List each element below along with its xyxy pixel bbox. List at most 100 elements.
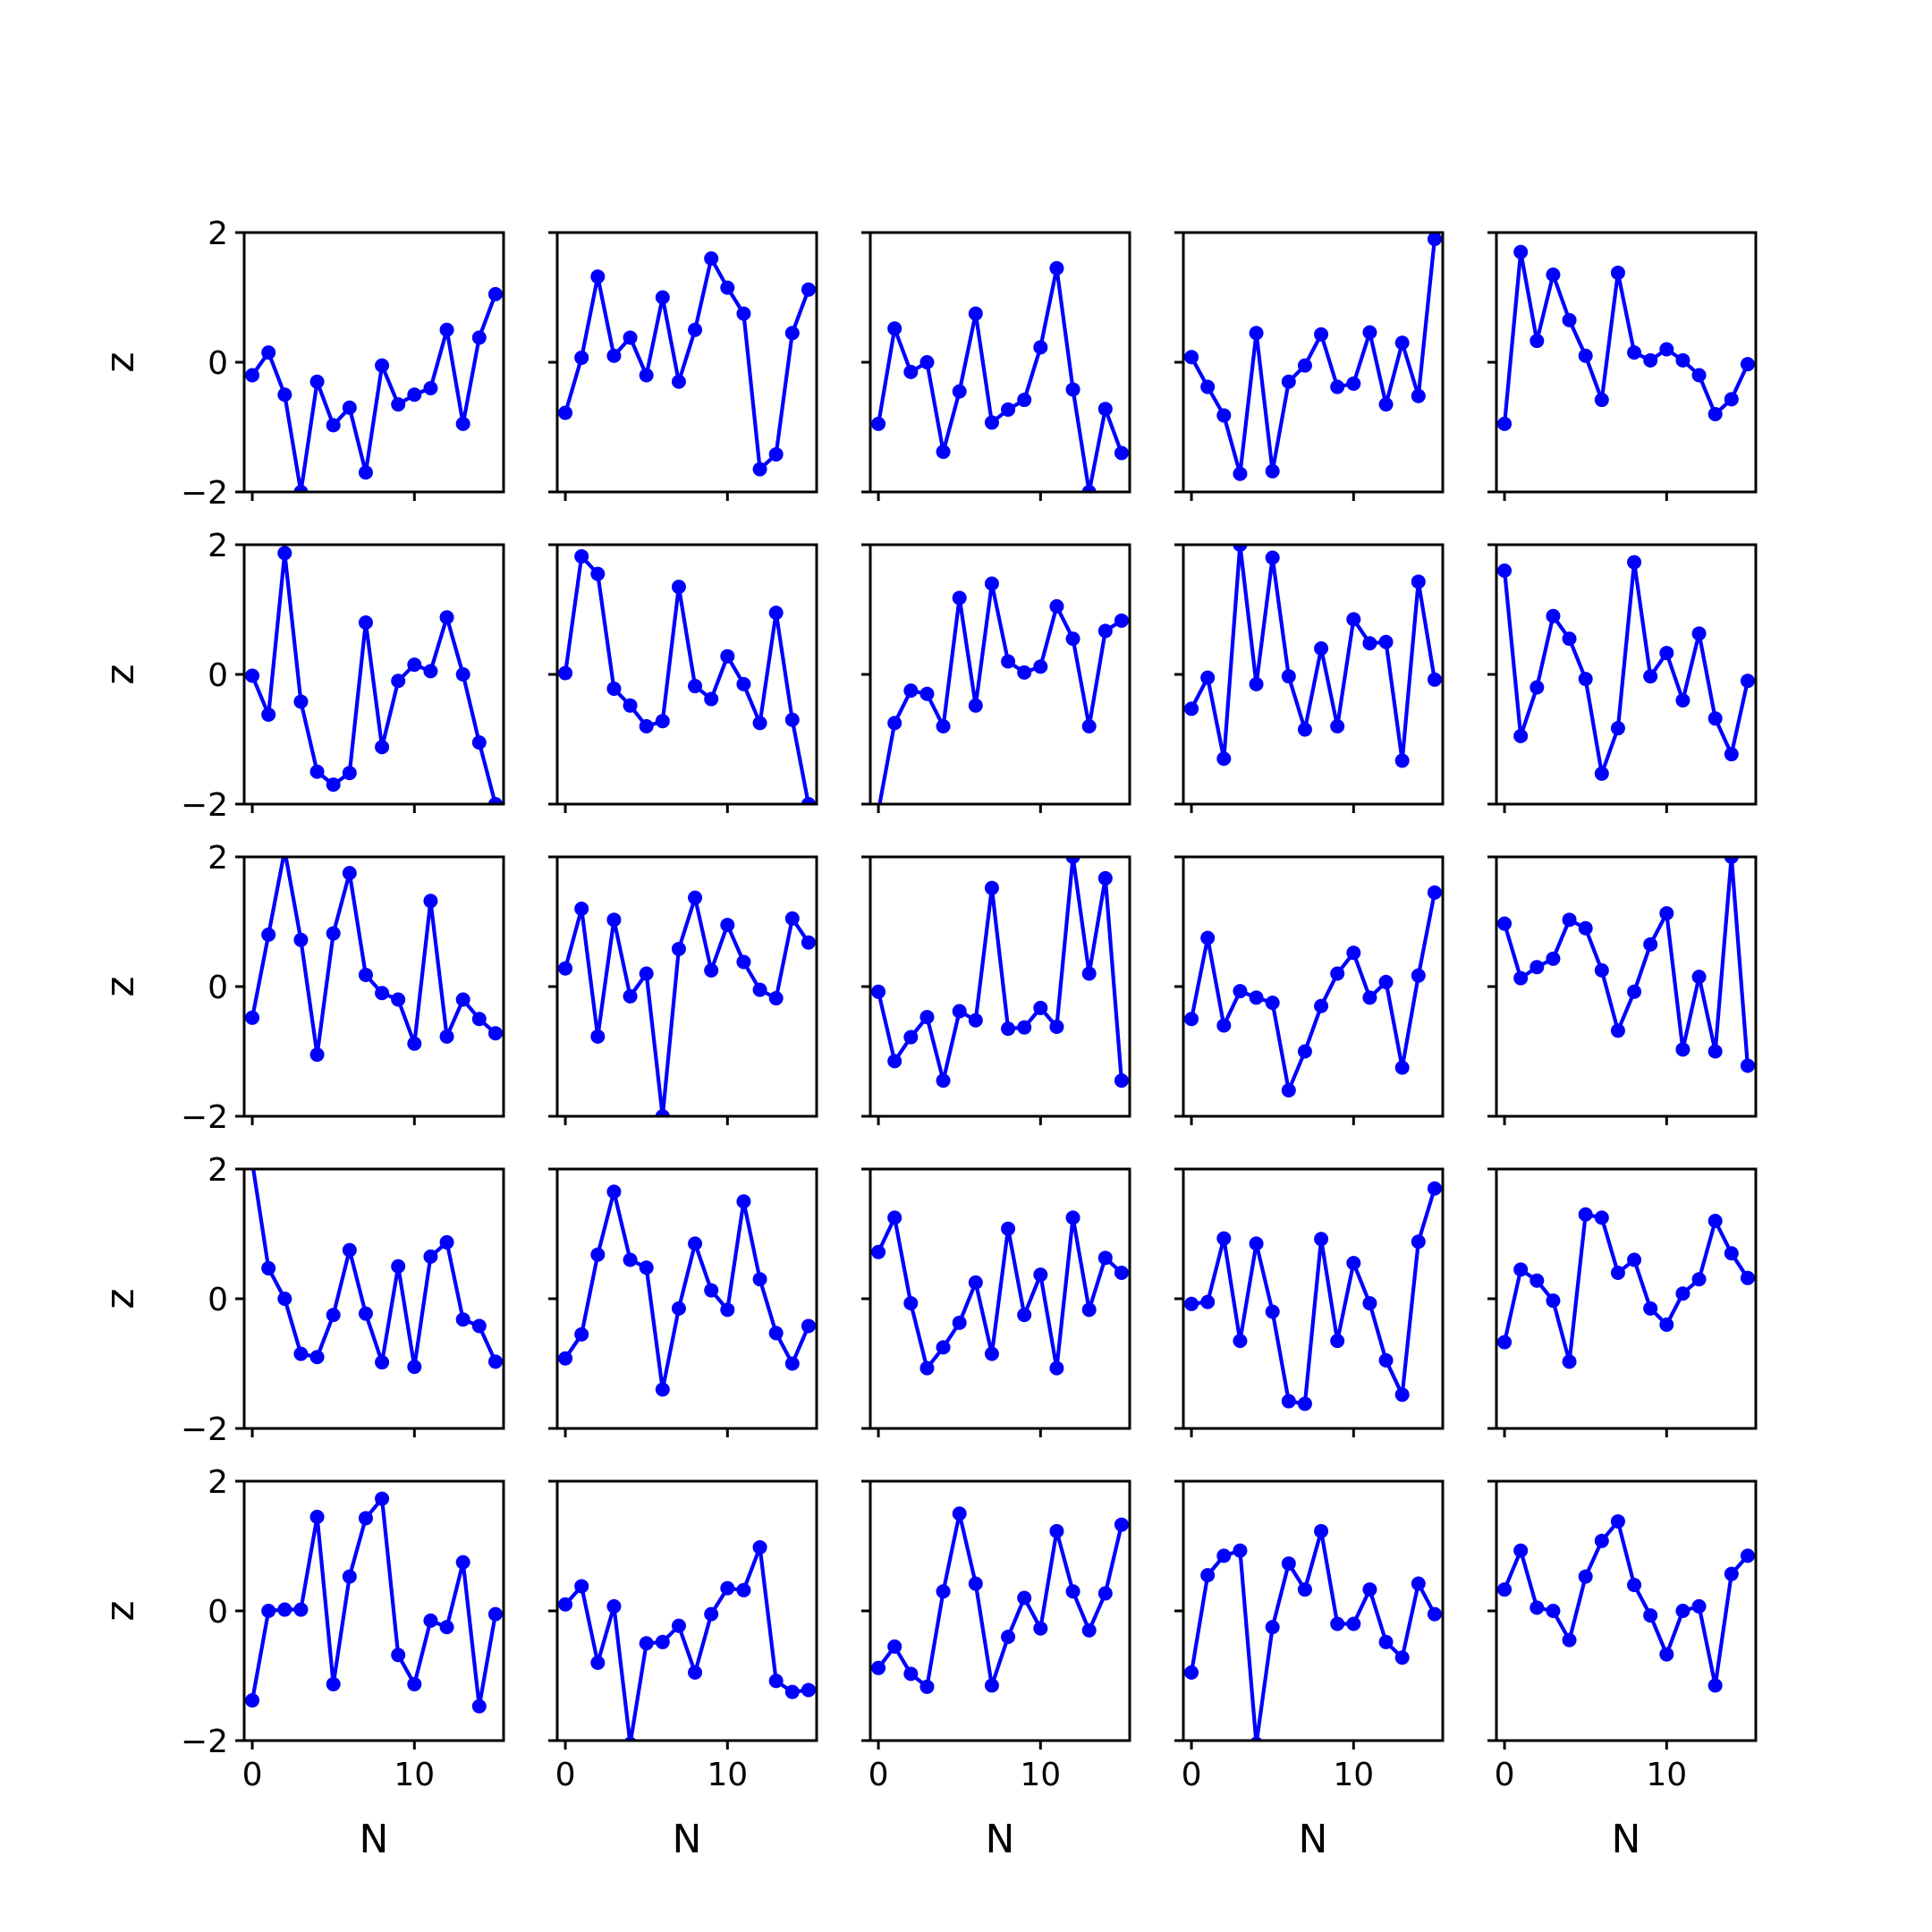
data-point bbox=[1659, 1647, 1674, 1662]
data-point bbox=[688, 890, 703, 905]
data-point bbox=[455, 416, 470, 431]
x-axis-label: N bbox=[1299, 1817, 1328, 1862]
subplot-3-4 bbox=[1174, 855, 1445, 1125]
data-point bbox=[784, 712, 800, 727]
data-point bbox=[1675, 1042, 1690, 1057]
data-point bbox=[358, 1511, 373, 1526]
data-point bbox=[1546, 1604, 1561, 1618]
data-point bbox=[391, 674, 406, 689]
data-point bbox=[1378, 974, 1394, 989]
data-point bbox=[1562, 312, 1577, 327]
data-point bbox=[1497, 564, 1513, 578]
data-point bbox=[1724, 392, 1739, 407]
data-point bbox=[952, 590, 967, 606]
series bbox=[558, 549, 816, 804]
data-point bbox=[558, 1351, 573, 1366]
y-tick-label: 0 bbox=[208, 970, 228, 1006]
data-point bbox=[1643, 1608, 1658, 1623]
data-point bbox=[407, 1360, 422, 1375]
series bbox=[1184, 1181, 1442, 1411]
data-point bbox=[887, 321, 902, 336]
data-point bbox=[293, 1602, 309, 1617]
data-point bbox=[1065, 382, 1080, 397]
data-point bbox=[1610, 721, 1625, 736]
data-point bbox=[1610, 1513, 1625, 1529]
data-point bbox=[293, 694, 309, 709]
data-point bbox=[968, 1576, 983, 1591]
data-point bbox=[1297, 1044, 1312, 1059]
data-point bbox=[1546, 1293, 1561, 1309]
data-point bbox=[590, 1656, 606, 1670]
data-point bbox=[871, 984, 886, 999]
data-point bbox=[309, 1509, 325, 1524]
series-line bbox=[564, 256, 810, 471]
data-point bbox=[1740, 1058, 1755, 1073]
data-point bbox=[1546, 267, 1561, 283]
data-point bbox=[1707, 1214, 1723, 1228]
data-point bbox=[1233, 984, 1248, 999]
data-point bbox=[1346, 612, 1361, 627]
data-point bbox=[375, 1491, 390, 1506]
data-point bbox=[1281, 1083, 1296, 1097]
subplot-4-1: −2 0 2 z bbox=[97, 1152, 505, 1448]
data-point bbox=[423, 1249, 438, 1264]
data-point bbox=[952, 1315, 967, 1330]
data-point bbox=[1114, 613, 1129, 628]
data-point bbox=[736, 1582, 751, 1597]
data-point bbox=[903, 1030, 919, 1045]
series bbox=[558, 1184, 816, 1397]
data-point bbox=[1562, 631, 1577, 647]
series-line bbox=[877, 857, 1123, 1083]
data-point bbox=[736, 954, 751, 970]
data-point bbox=[623, 988, 638, 1004]
data-point bbox=[919, 1360, 935, 1376]
data-point bbox=[391, 397, 406, 412]
data-point bbox=[1314, 998, 1329, 1013]
data-point bbox=[1017, 665, 1032, 680]
data-point bbox=[671, 1618, 686, 1633]
data-point bbox=[487, 1606, 503, 1622]
data-point bbox=[407, 657, 422, 673]
data-point bbox=[671, 1301, 686, 1316]
data-point bbox=[558, 405, 573, 420]
data-point bbox=[968, 1013, 983, 1028]
y-tick-label: −2 bbox=[181, 787, 228, 824]
data-point bbox=[1497, 416, 1513, 431]
data-point bbox=[1530, 680, 1545, 695]
data-point bbox=[1394, 335, 1410, 351]
data-point bbox=[1081, 966, 1097, 981]
data-point bbox=[984, 576, 999, 591]
data-point bbox=[1546, 951, 1561, 966]
data-point bbox=[1097, 870, 1113, 886]
data-point bbox=[1017, 1590, 1032, 1606]
y-axis-label: z bbox=[97, 1288, 143, 1309]
subplot-1-5 bbox=[1487, 231, 1758, 501]
data-point bbox=[1362, 990, 1377, 1005]
data-point bbox=[309, 1350, 325, 1365]
data-point bbox=[919, 355, 935, 369]
data-point bbox=[984, 880, 999, 895]
data-point bbox=[1114, 1266, 1129, 1280]
x-tick-label: 0 bbox=[869, 1757, 889, 1793]
data-point bbox=[1216, 1548, 1232, 1563]
y-tick-label: 2 bbox=[208, 1152, 228, 1189]
data-point bbox=[590, 1029, 606, 1044]
data-point bbox=[1081, 1302, 1097, 1318]
data-point bbox=[1643, 669, 1658, 684]
data-point bbox=[639, 1636, 654, 1651]
x-tick-label: 0 bbox=[555, 1757, 576, 1793]
data-point bbox=[471, 1012, 487, 1027]
data-point bbox=[919, 1679, 935, 1694]
data-point bbox=[1627, 555, 1642, 570]
data-point bbox=[1675, 1286, 1690, 1301]
series bbox=[1497, 555, 1755, 781]
data-point bbox=[423, 1613, 438, 1628]
data-point bbox=[1281, 669, 1296, 684]
data-point bbox=[487, 1354, 503, 1369]
series-line bbox=[1503, 1519, 1750, 1688]
series-line bbox=[877, 1216, 1123, 1370]
data-point bbox=[471, 1699, 487, 1714]
data-point bbox=[1001, 1630, 1016, 1644]
data-point bbox=[1659, 1318, 1674, 1332]
data-point bbox=[261, 928, 276, 942]
